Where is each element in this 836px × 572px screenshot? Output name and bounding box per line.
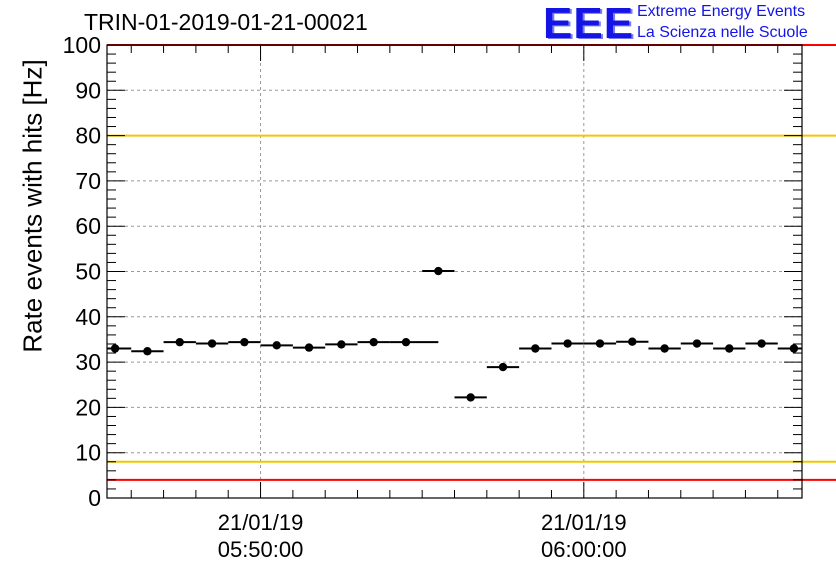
chart-title: TRIN-01-2019-01-21-00021 xyxy=(84,9,368,35)
data-point xyxy=(272,341,281,350)
data-point xyxy=(563,339,572,348)
data-point xyxy=(757,339,766,348)
data-point xyxy=(789,344,799,353)
eee-logo: EEE xyxy=(543,0,635,48)
x-tick-label-time: 06:00:00 xyxy=(541,537,627,562)
data-point xyxy=(207,339,217,348)
y-tick-label: 70 xyxy=(75,168,101,194)
logo-line-1: Extreme Energy Events xyxy=(637,3,806,20)
y-tick-label: 90 xyxy=(75,77,101,103)
data-point xyxy=(401,337,411,347)
data-point xyxy=(466,393,475,402)
data-point xyxy=(143,347,152,356)
data-point xyxy=(337,340,346,349)
logo-line-2: La Scienza nelle Scuole xyxy=(637,24,808,41)
data-point xyxy=(304,343,314,352)
y-tick-label: 60 xyxy=(75,213,101,239)
y-tick-label: 40 xyxy=(75,304,101,330)
x-tick-label-date: 21/01/19 xyxy=(218,510,304,535)
data-point xyxy=(725,344,734,353)
data-point xyxy=(240,337,249,347)
y-tick-label: 0 xyxy=(88,485,101,511)
y-tick-label: 10 xyxy=(75,440,101,466)
data-point xyxy=(110,344,120,353)
data-point xyxy=(660,344,669,353)
y-tick-label: 30 xyxy=(75,349,101,375)
y-axis-label-text: Rate events with hits [Hz] xyxy=(17,59,48,353)
y-tick-label: 100 xyxy=(63,32,101,58)
data-point xyxy=(628,337,637,346)
data-point xyxy=(369,337,378,347)
x-tick-label-time: 05:50:00 xyxy=(218,537,304,562)
x-tick-label-date: 21/01/19 xyxy=(541,510,627,535)
data-point xyxy=(595,339,605,348)
y-tick-label: 20 xyxy=(75,394,101,420)
data-point xyxy=(434,266,443,276)
data-point xyxy=(175,337,184,347)
y-tick-label: 80 xyxy=(75,123,101,149)
y-tick-label: 50 xyxy=(75,259,101,285)
data-point xyxy=(531,344,540,353)
data-point xyxy=(498,362,508,372)
data-point xyxy=(692,339,702,348)
